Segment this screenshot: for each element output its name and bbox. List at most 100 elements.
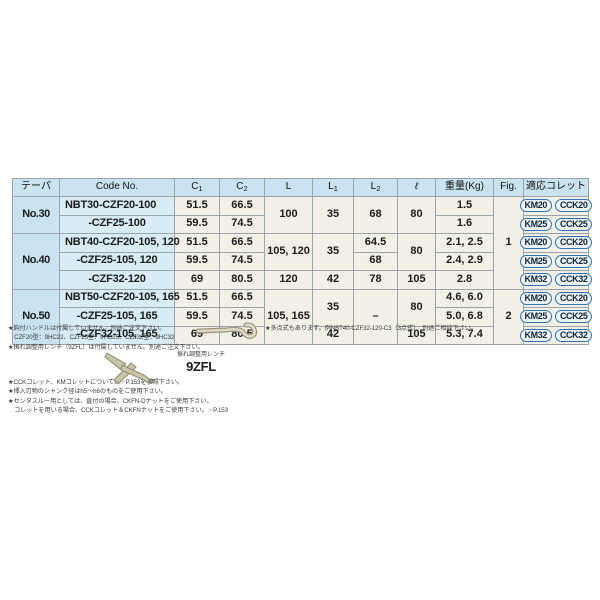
cell-taper: No.30	[12, 196, 60, 234]
cell-applicable-collet: KM32 CCK32	[519, 270, 593, 290]
t-handle-wrench-icon	[104, 352, 154, 384]
cell-l1: 42	[312, 325, 354, 345]
table-body: No.30 NBT30-CZF20-100 51.5 66.5 100 35 68 80 1.5…	[12, 196, 593, 345]
footnote-line: CZF20型：9HC22、CZF25型：9HC25、CZF32型：9HC32	[8, 334, 175, 342]
hook-spanner-wrench-icon	[196, 322, 258, 339]
cell-c1: 51.5	[174, 233, 220, 253]
cell-l2: 64.5	[353, 233, 398, 253]
footnote-block-collet-info: ★CCKコレット、KMコレットについては☞P.153を参照下さい。 ★挿入刃物のシ…	[8, 378, 228, 415]
table-row: No.30 NBT30-CZF20-100 51.5 66.5 100 35 68 80 1.5…	[12, 196, 593, 290]
cell-ell: 80	[397, 233, 436, 271]
footnote-block-handle-wrench: ★鈎付ハンドルは付属していません。別途ご注文下さい。 CZF20型：9HC22、…	[8, 324, 204, 352]
collet-badge: KM25	[519, 310, 552, 324]
cell-ell: 80	[397, 288, 436, 327]
cell-c2: 74.5	[219, 251, 265, 271]
column-header-fig: Fig.	[493, 178, 524, 197]
cell-weight: 2.4, 2.9	[435, 251, 494, 271]
cell-weight: 4.6, 6.0	[435, 288, 494, 308]
cell-c1: 69	[174, 325, 220, 345]
column-header-weight: 重量(Kg)	[435, 178, 494, 197]
cell-c2: 66.5	[219, 288, 265, 308]
table-header: テーパ Code No. C1 C2 L L1 L2 ℓ 重量(Kg) Fig.…	[12, 178, 589, 197]
footnote-block-multipoint: ★多点式もあります。例NBT40-CZF32-120-C3（3点式） 別途ご相談…	[265, 324, 477, 333]
cell-c1: 59.5	[174, 251, 220, 271]
cell-l: 100	[264, 196, 313, 234]
collet-badge: KM25	[519, 217, 552, 231]
t-wrench-caption-jp: 振れ調整用レンチ	[176, 352, 225, 358]
column-header-small-l: ℓ	[397, 178, 436, 197]
collet-badge: CCK25	[554, 254, 593, 268]
collet-badge: KM25	[519, 254, 552, 268]
cell-applicable-collet: KM20 CCK20	[519, 196, 593, 216]
column-header-c1: C1	[174, 178, 220, 197]
collet-badge: KM20	[519, 199, 552, 213]
cell-c2: 66.5	[219, 233, 265, 253]
cell-l2: 78	[353, 270, 398, 290]
cell-code-no: -CZF25-105, 120	[59, 251, 175, 271]
collet-badge: CCK20	[554, 199, 593, 213]
cell-c2: 74.5	[219, 307, 265, 327]
column-header-l2: L2	[353, 178, 398, 197]
table-header-row: テーパ Code No. C1 C2 L L1 L2 ℓ 重量(Kg) Fig.…	[12, 178, 589, 197]
cell-weight: 5.0, 6.8	[435, 307, 494, 327]
cell-ell: 105	[397, 270, 436, 290]
table-row: -CZF32-120 69 80.5 120 42 78 105 2.8 KM32 CCK32	[13, 270, 593, 290]
cell-c1: 59.5	[174, 214, 220, 234]
cell-taper: No.40	[12, 233, 60, 290]
cell-applicable-collet: KM25 CCK25	[519, 214, 593, 234]
specification-table: テーパ Code No. C1 C2 L L1 L2 ℓ 重量(Kg) Fig.…	[12, 178, 593, 345]
footnote-line: ★センタスルー用としては、直付の場合、CKFN-Dナットをご使用下さい。	[8, 397, 213, 405]
cell-l2: –	[353, 288, 398, 345]
cell-c1: 51.5	[174, 196, 220, 216]
column-header-c2: C2	[219, 178, 265, 197]
cell-l1: 35	[312, 233, 354, 271]
cell-applicable-collet: KM32 CCK32	[519, 325, 593, 345]
cell-applicable-collet: KM20 CCK20	[519, 288, 593, 308]
cell-c1: 59.5	[174, 307, 220, 327]
cell-taper: No.50	[12, 288, 60, 345]
collet-badge: CCK32	[554, 273, 593, 287]
cell-applicable-collet: KM20 CCK20	[519, 233, 593, 253]
cell-weight: 1.5	[435, 196, 494, 216]
cell-c2: 74.5	[219, 214, 265, 234]
cell-l: 105, 165	[264, 288, 313, 345]
cell-code-no: NBT50-CZF20-105, 165	[59, 288, 180, 308]
cell-code-no: -CZF32-120	[59, 270, 175, 290]
cell-fig: 2	[493, 288, 524, 345]
cell-l2: 68	[353, 196, 398, 234]
cell-l: 120	[264, 270, 313, 290]
table-row: -CZF25-105, 120 59.5 74.5 68 2.4, 2.9 KM25 CCK…	[13, 251, 593, 271]
collet-badge: CCK25	[554, 310, 593, 324]
cell-l1: 35	[312, 196, 354, 234]
collet-badge: KM20	[519, 291, 552, 305]
column-header-code-no: Code No.	[59, 178, 175, 197]
cell-l2: 68	[353, 251, 398, 271]
cell-l1: 42	[312, 270, 354, 290]
cell-weight: 5.3, 7.4	[435, 325, 494, 345]
column-header-taper: テーパ	[12, 178, 60, 197]
t-wrench-caption: 振れ調整用レンチ 9ZFL	[166, 352, 236, 374]
cell-applicable-collet: KM25 CCK25	[519, 251, 593, 271]
cell-code-no: NBT30-CZF20-100	[59, 196, 175, 216]
collet-badge: CCK25	[554, 217, 593, 231]
collet-badge: KM32	[519, 328, 552, 342]
collet-badge: CCK32	[554, 328, 593, 342]
footnote-line: コレットを用いる場合、CCKコレット＆CKFNナットをご使用下さい。☞P.153	[8, 406, 228, 414]
cell-l: 105, 120	[264, 233, 313, 271]
cell-fig: 1	[493, 196, 524, 290]
collet-badge: KM20	[519, 236, 552, 250]
table-row: No.50 NBT50-CZF20-105, 165 51.5 66.5 105, 16…	[12, 288, 593, 345]
footnote-line: ★CCKコレット、KMコレットについては☞P.153を参照下さい。	[8, 379, 184, 386]
column-header-l: L	[264, 178, 313, 197]
footnote-line: ★挿入刃物のシャンク径はh5～h6のものをご使用下さい。	[8, 388, 167, 396]
cell-l1: 35	[312, 288, 354, 327]
footnote-line: ★振れ調整用レンチ（9ZFL）は付属していません。別途ご注文下さい。	[8, 343, 204, 351]
cell-ell: 80	[397, 196, 436, 234]
collet-badge: KM32	[519, 273, 552, 287]
spec-table-container: テーパ Code No. C1 C2 L L1 L2 ℓ 重量(Kg) Fig.…	[12, 178, 593, 345]
t-wrench-caption-code: 9ZFL	[186, 359, 216, 375]
cell-weight: 2.8	[435, 270, 494, 290]
cell-ell: 105	[397, 325, 436, 345]
cell-c2: 66.5	[219, 196, 265, 216]
footnote-line: ★多点式もあります。例NBT40-CZF32-120-C3（3点式） 別途ご相談…	[265, 325, 477, 332]
